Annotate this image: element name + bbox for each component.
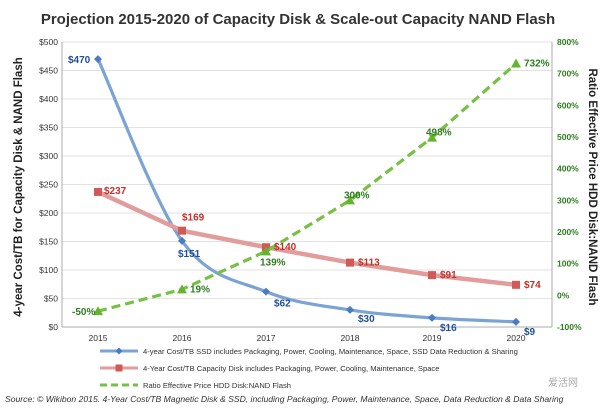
series-line-2 <box>97 189 517 288</box>
y-tick-label-left: $150 <box>39 237 58 247</box>
x-tick-label: 2019 <box>423 333 442 343</box>
watermark: 爱活网 <box>548 376 578 389</box>
y-tick-label-left: $0 <box>49 322 59 332</box>
data-label: $91 <box>440 270 457 281</box>
y-tick-label-right: 600% <box>557 100 579 110</box>
y-tick-label-left: $500 <box>39 37 58 47</box>
data-point <box>512 280 520 289</box>
x-tick-label: 2020 <box>507 333 526 343</box>
data-point <box>178 226 186 235</box>
x-tick-label: 2016 <box>173 333 192 343</box>
data-point <box>262 287 270 296</box>
y-tick-label-right: 300% <box>557 195 579 205</box>
legend-label: 4-Year Cost/TB Capacity Disk includes Pa… <box>143 364 439 373</box>
data-point <box>261 246 271 256</box>
x-tick-label: 2018 <box>341 333 360 343</box>
y-tick-label-right: 100% <box>557 259 579 269</box>
series-line-1 <box>96 58 517 324</box>
data-label: -50% <box>72 307 95 318</box>
series-layer <box>93 55 521 326</box>
data-point <box>93 306 103 316</box>
data-label: $30 <box>358 314 375 325</box>
legend: 4-year Cost/TB SSD includes Packaging, P… <box>100 347 518 390</box>
y-tick-label-right: 200% <box>557 227 579 237</box>
legend-label: Ratio Effective Price HDD Disk:NAND Flas… <box>143 381 291 390</box>
grid <box>62 41 552 328</box>
series-line-3 <box>97 62 518 313</box>
legend-label: 4-year Cost/TB SSD includes Packaging, P… <box>143 347 518 356</box>
data-point <box>94 187 102 196</box>
data-label: $151 <box>178 249 201 260</box>
data-point <box>346 305 354 314</box>
data-label: $74 <box>524 280 541 291</box>
data-label: $62 <box>274 299 291 310</box>
y-axis-title-left: 4-year Cost/TB for Capacity Disk & NAND … <box>13 57 25 316</box>
y-tick-label-left: $300 <box>39 151 58 161</box>
y-tick-label-right: 700% <box>557 69 579 79</box>
y-tick-label-right: 400% <box>557 164 579 174</box>
y-tick-label-left: $450 <box>39 66 58 76</box>
data-point <box>177 284 187 294</box>
y-tick-label-right: -100% <box>557 322 582 332</box>
data-label: 139% <box>260 257 286 268</box>
chart-title: Projection 2015-2020 of Capacity Disk & … <box>41 11 555 28</box>
data-point <box>178 236 186 245</box>
data-label: $113 <box>358 258 380 269</box>
axes: $0 $50 $100 $150 $200 $250 $300 $350 $400 $450 $50… <box>39 37 582 343</box>
data-label: $470 <box>68 55 91 66</box>
data-label: $169 <box>182 213 205 224</box>
y-tick-label-left: $400 <box>39 94 58 104</box>
y-axis-title-right: Ratio Effective Price HDD Disk:NAND Flas… <box>586 68 598 305</box>
legend-marker <box>115 347 123 355</box>
data-point <box>427 132 437 142</box>
data-labels: $470 $151 $62 $30 $16 $9 $237 $169 $140 $113 $91 $7… <box>68 55 550 338</box>
data-point <box>428 271 436 280</box>
data-label: $9 <box>524 327 536 338</box>
x-tick-label: 2015 <box>89 333 108 343</box>
y-tick-label-left: $350 <box>39 123 58 133</box>
y-tick-label-right: 500% <box>557 132 579 142</box>
data-label: $140 <box>274 242 297 253</box>
legend-marker <box>115 364 123 372</box>
data-label: $16 <box>440 323 457 334</box>
source-note: Source: © Wikibon 2015. 4-Year Cost/TB M… <box>5 394 564 404</box>
data-label: 19% <box>190 284 210 295</box>
data-point <box>345 195 355 205</box>
data-point <box>428 313 436 322</box>
y-tick-label-left: $100 <box>39 265 58 275</box>
y-tick-label-left: $50 <box>44 294 58 304</box>
y-tick-label-left: $250 <box>39 180 58 190</box>
data-point <box>94 55 102 64</box>
data-point <box>511 58 521 68</box>
data-point <box>512 317 520 326</box>
y-tick-label-right: 800% <box>557 37 579 47</box>
data-point <box>346 258 354 267</box>
y-tick-label-right: 0% <box>557 290 570 300</box>
data-label: $237 <box>104 186 127 197</box>
data-label: 498% <box>426 128 452 139</box>
y-tick-label-left: $200 <box>39 208 58 218</box>
data-label: 300% <box>344 190 370 201</box>
data-label: 732% <box>524 59 550 70</box>
x-tick-label: 2017 <box>257 333 276 343</box>
